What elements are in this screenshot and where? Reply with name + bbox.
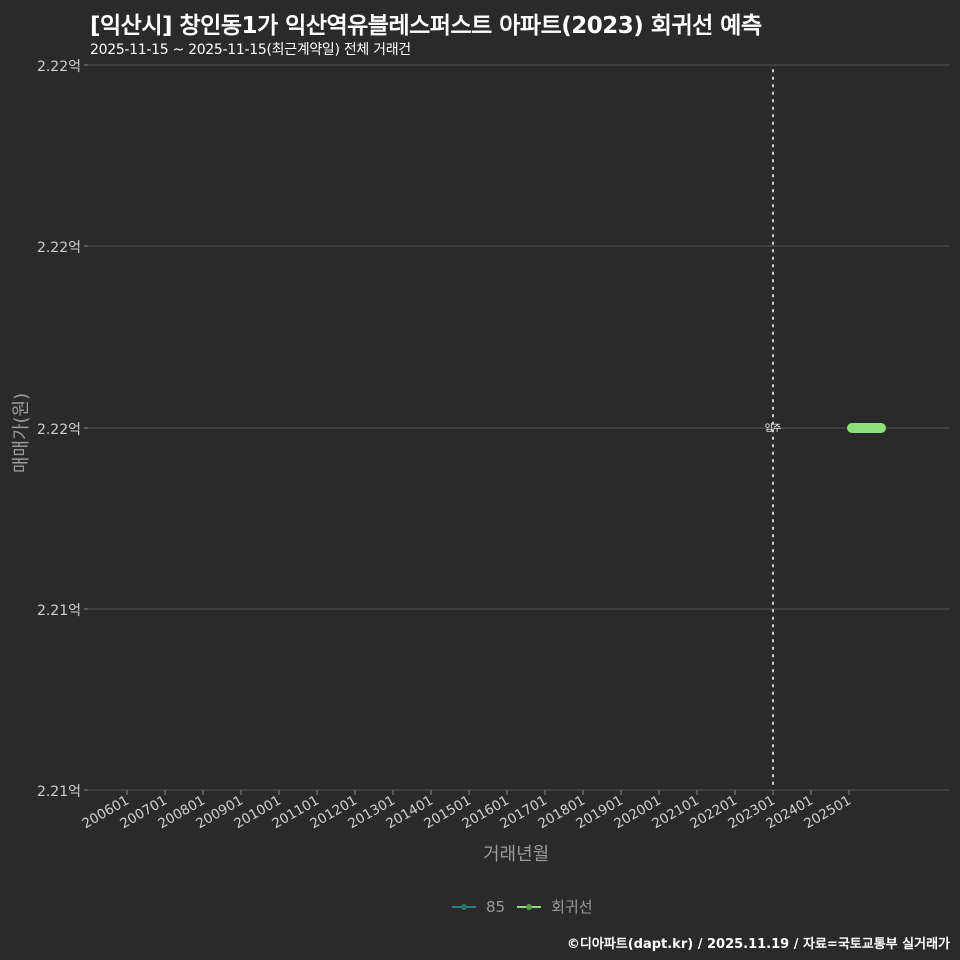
x-axis-title: 거래년월	[483, 844, 550, 865]
legend-swatch-85-icon	[452, 901, 476, 913]
legend-label: 회귀선	[551, 898, 593, 916]
legend-item-regression[interactable]: 회귀선	[517, 896, 593, 917]
legend-swatch-regression-icon	[517, 901, 542, 913]
y-tick-marks	[84, 64, 88, 791]
y-tick-labels: 2.22억 2.22억 2.22억 2.21억 2.21억	[37, 59, 81, 800]
y-tick-label: 2.21억	[37, 784, 81, 800]
footer-credit: ©디아파트(dapt.kr) / 2025.11.19 / 자료=국토교통부 실…	[566, 937, 950, 952]
y-gridlines	[88, 64, 950, 791]
y-tick-label: 2.22억	[37, 422, 81, 438]
x-tick-labels: 200601 200701 200801 200901 201001 20110…	[79, 793, 854, 833]
chart-subtitle: 2025-11-15 ~ 2025-11-15(최근계약일) 전체 거래건	[90, 42, 411, 58]
y-tick-label: 2.22억	[37, 59, 81, 75]
y-tick-label: 2.21억	[37, 603, 81, 619]
legend-label: 85	[486, 897, 506, 916]
legend: 85 회귀선	[452, 896, 597, 917]
y-axis-title: 매매가(원)	[11, 392, 32, 474]
chart-title: [익산시] 창인동1가 익산역유블레스퍼스트 아파트(2023) 회귀선 예측	[90, 13, 762, 39]
y-tick-label: 2.22억	[37, 240, 81, 256]
x-tick-marks	[126, 790, 850, 795]
legend-item-85[interactable]: 85	[452, 898, 505, 916]
move-in-label: 입주	[765, 422, 782, 434]
